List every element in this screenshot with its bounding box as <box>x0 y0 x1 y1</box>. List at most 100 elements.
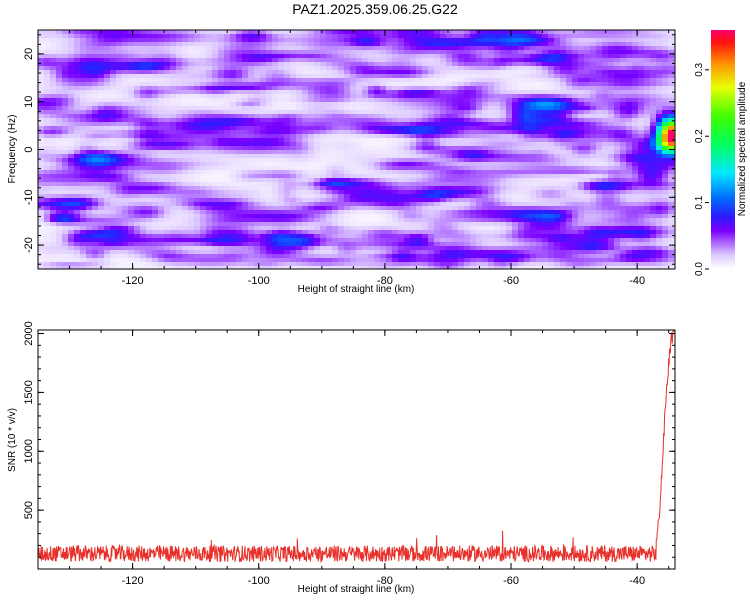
heatmap-cell <box>110 38 116 42</box>
heatmap-cell <box>200 130 206 134</box>
heatmap-cell <box>242 38 248 42</box>
heatmap-cell <box>374 146 380 150</box>
heatmap-cell <box>38 126 44 130</box>
heatmap-cell <box>374 102 380 106</box>
heatmap-cell <box>140 138 146 142</box>
heatmap-cell <box>236 54 242 58</box>
heatmap-cell <box>326 78 332 82</box>
heatmap-cell <box>590 202 596 206</box>
heatmap-cell <box>554 138 560 142</box>
heatmap-cell <box>554 182 560 186</box>
heatmap-cell <box>410 98 416 102</box>
heatmap-cell <box>560 110 566 114</box>
heatmap-cell <box>656 46 662 50</box>
heatmap-cell <box>422 38 428 42</box>
heatmap-cell <box>170 74 176 78</box>
heatmap-cell <box>464 90 470 94</box>
heatmap-cell <box>386 214 392 218</box>
heatmap-cell <box>308 158 314 162</box>
heatmap-cell <box>212 34 218 38</box>
heatmap-cell <box>266 138 272 142</box>
heatmap-cell <box>572 142 578 146</box>
heatmap-cell <box>116 198 122 202</box>
heatmap-cell <box>320 50 326 54</box>
heatmap-cell <box>296 102 302 106</box>
heatmap-cell <box>254 66 260 70</box>
heatmap-cell <box>296 142 302 146</box>
heatmap-cell <box>488 146 494 150</box>
heatmap-cell <box>566 94 572 98</box>
heatmap-cell <box>134 138 140 142</box>
heatmap-cell <box>488 178 494 182</box>
heatmap-cell <box>428 134 434 138</box>
heatmap-cell <box>458 54 464 58</box>
heatmap-cell <box>296 82 302 86</box>
heatmap-cell <box>566 114 572 118</box>
heatmap-cell <box>92 62 98 66</box>
heatmap-cell <box>278 106 284 110</box>
heatmap-cell <box>590 82 596 86</box>
heatmap-cell <box>86 194 92 198</box>
heatmap-cell <box>50 138 56 142</box>
heatmap-cell <box>344 174 350 178</box>
heatmap-cell <box>290 210 296 214</box>
heatmap-cell <box>44 58 50 62</box>
heatmap-cell <box>302 166 308 170</box>
heatmap-cell <box>68 118 74 122</box>
heatmap-cell <box>56 130 62 134</box>
heatmap-cell <box>416 202 422 206</box>
heatmap-cell <box>56 138 62 142</box>
heatmap-cell <box>632 106 638 110</box>
heatmap-cell <box>194 210 200 214</box>
heatmap-cell <box>296 118 302 122</box>
heatmap-cell <box>518 90 524 94</box>
heatmap-cell <box>134 142 140 146</box>
heatmap-cell <box>74 190 80 194</box>
heatmap-cell <box>566 34 572 38</box>
heatmap-cell <box>446 106 452 110</box>
heatmap-cell <box>74 162 80 166</box>
heatmap-cell <box>206 106 212 110</box>
heatmap-cell <box>266 50 272 54</box>
heatmap-cell <box>566 62 572 66</box>
heatmap-cell <box>284 166 290 170</box>
heatmap-cell <box>206 110 212 114</box>
heatmap-cell <box>176 166 182 170</box>
heatmap-cell <box>122 78 128 82</box>
heatmap-cell <box>518 118 524 122</box>
heatmap-cell <box>158 114 164 118</box>
heatmap-cell <box>518 66 524 70</box>
heatmap-cell <box>584 182 590 186</box>
heatmap-cell <box>590 42 596 46</box>
heatmap-cell <box>512 198 518 202</box>
heatmap-cell <box>350 90 356 94</box>
heatmap-cell <box>140 210 146 214</box>
heatmap-cell <box>440 62 446 66</box>
heatmap-cell <box>368 146 374 150</box>
heatmap-cell <box>272 42 278 46</box>
heatmap-cell <box>224 130 230 134</box>
heatmap-cell <box>284 58 290 62</box>
heatmap-cell <box>416 46 422 50</box>
heatmap-cell <box>416 134 422 138</box>
heatmap-cell <box>362 70 368 74</box>
heatmap-cell <box>314 130 320 134</box>
heatmap-cell <box>614 70 620 74</box>
heatmap-cell <box>620 178 626 182</box>
heatmap-cell <box>350 210 356 214</box>
heatmap-cell <box>278 30 284 34</box>
heatmap-cell <box>512 154 518 158</box>
heatmap-cell <box>596 102 602 106</box>
heatmap-cell <box>398 126 404 130</box>
heatmap-cell <box>398 42 404 46</box>
heatmap-cell <box>542 166 548 170</box>
heatmap-cell <box>284 178 290 182</box>
heatmap-cell <box>398 54 404 58</box>
heatmap-cell <box>212 78 218 82</box>
heatmap-cell <box>320 34 326 38</box>
heatmap-cell <box>146 94 152 98</box>
heatmap-cell <box>188 102 194 106</box>
heatmap-cell <box>506 74 512 78</box>
heatmap-cell <box>278 146 284 150</box>
heatmap-cell <box>350 82 356 86</box>
